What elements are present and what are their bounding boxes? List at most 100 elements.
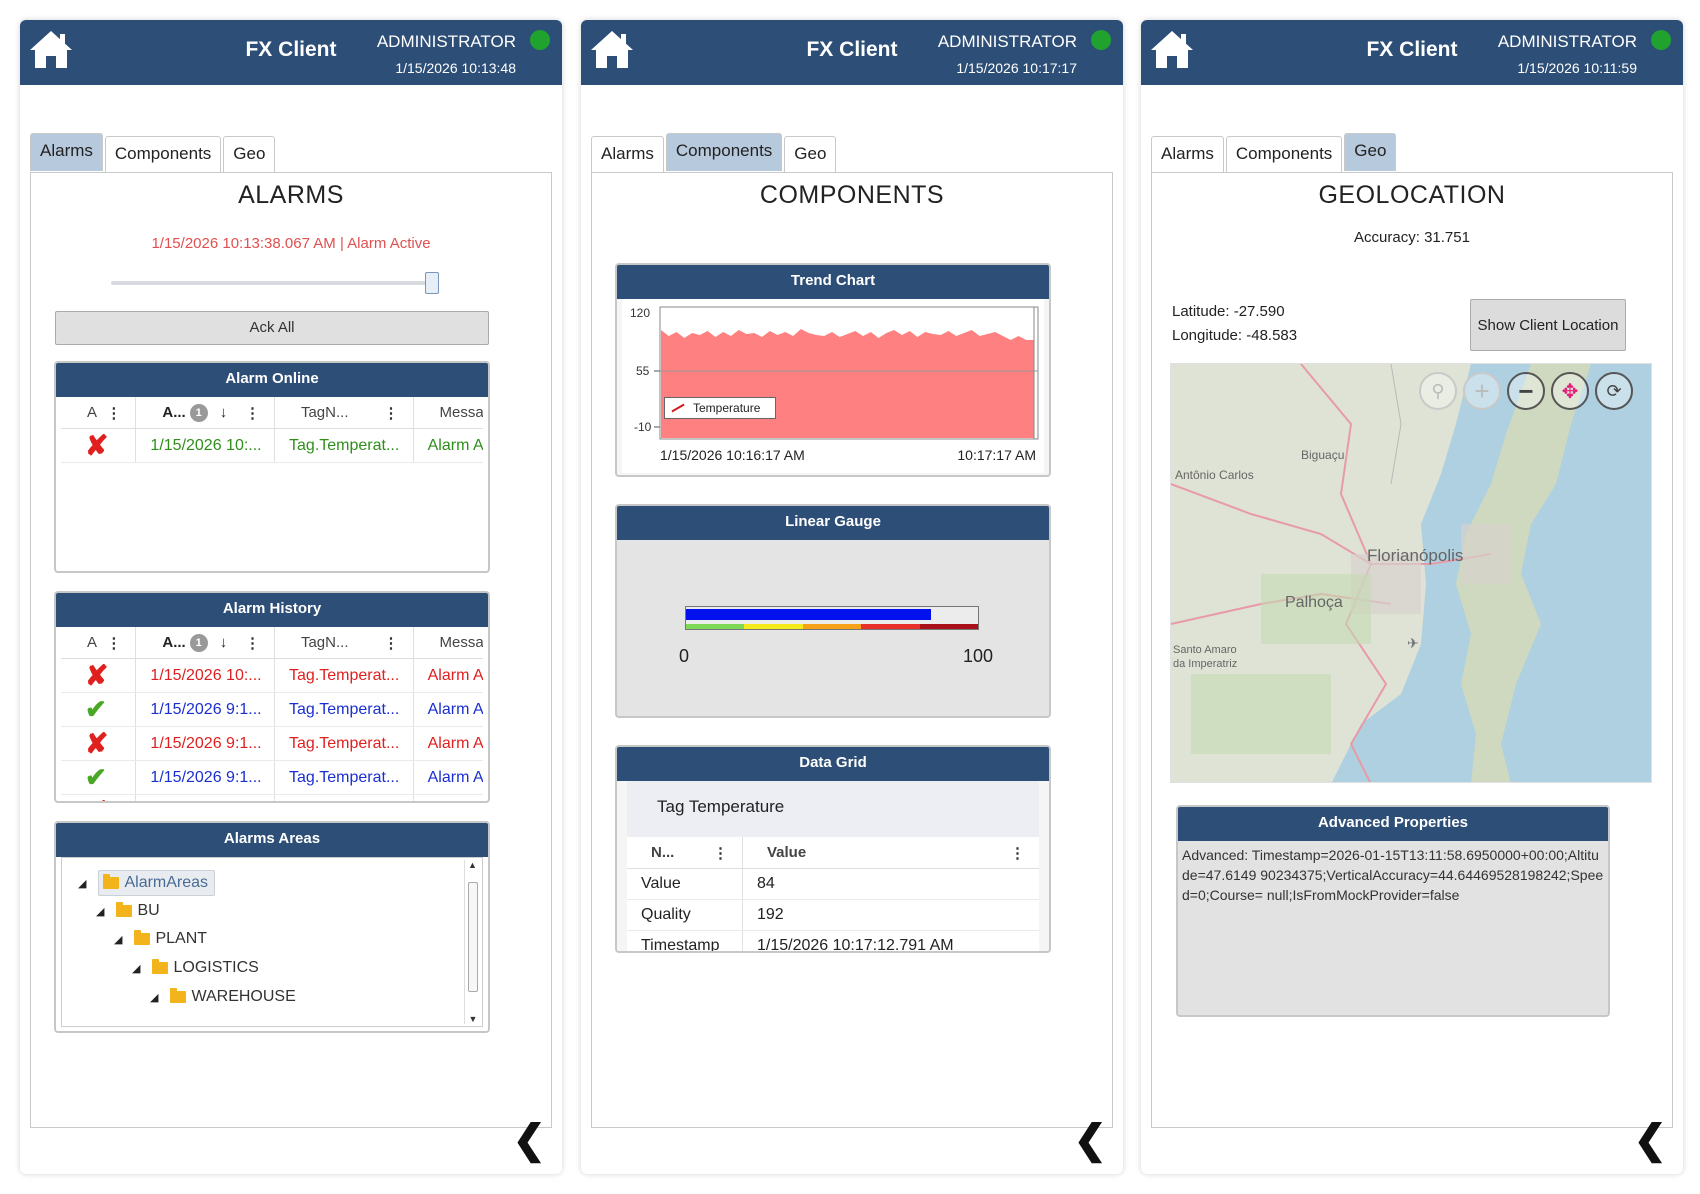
zoom-box-icon[interactable]: ⚲ [1419,372,1457,410]
col-active[interactable]: A ⋮ [61,627,137,658]
alarm-history-header: A ⋮ A... 1 ↓ ⋮ TagN... ⋮ Messa [61,627,483,659]
sort-order-badge: 1 [189,633,208,652]
trend-chart-area[interactable]: 120 55 -10 Temperature 1/15/2026 10:16:1… [622,299,1044,473]
column-menu-icon[interactable]: ⋮ [383,635,399,652]
tab-alarms[interactable]: Alarms [30,133,103,171]
table-row[interactable]: ✘ 1/15/2026 10:... Tag.Temperat... Alarm A [61,429,483,463]
reset-view-icon[interactable]: ⟳ [1595,372,1633,410]
back-chevron-icon[interactable]: ❮ [1073,1118,1107,1162]
alarm-slider-track[interactable] [111,272,440,294]
ack-all-button[interactable]: Ack All [55,311,489,345]
scrollbar-thumb[interactable] [468,882,478,992]
col-time[interactable]: A... 1 ↓ ⋮ [136,627,275,658]
expand-triangle-icon[interactable]: ◢ [78,877,87,890]
table-row[interactable]: Timestamp 1/15/2026 10:17:12.791 AM [627,931,1039,953]
tab-geo[interactable]: Geo [223,136,276,172]
alarm-normal-check-icon: ✔ [85,762,107,792]
tab-geo[interactable]: Geo [784,136,837,172]
alarm-tagname: Tag.Temperat... [275,795,414,801]
advanced-properties-panel: Advanced Properties Advanced: Timestamp=… [1176,805,1610,1017]
tree-node-logistics[interactable]: ◢ LOGISTICS [132,959,259,976]
tree-node-plant[interactable]: ◢ PLANT [114,930,208,947]
alarm-history-rows[interactable]: ✘ 1/15/2026 10:... Tag.Temperat... Alarm A ✔… [61,659,483,801]
alarm-active-x-icon: ✘ [85,727,109,759]
zoom-in-icon[interactable]: + [1463,372,1501,410]
column-menu-icon[interactable]: ⋮ [106,405,122,422]
expand-triangle-icon[interactable]: ◢ [114,933,123,946]
tab-alarms[interactable]: Alarms [1151,136,1224,172]
col-tagname[interactable]: TagN... ⋮ [275,397,414,428]
col-message[interactable]: Messa [439,404,483,421]
sort-down-arrow-icon[interactable]: ↓ [219,404,228,421]
column-menu-icon[interactable]: ⋮ [244,405,260,422]
tab-bar: Alarms Components Geo [30,133,277,172]
column-menu-icon[interactable]: ⋮ [106,635,122,652]
col-active[interactable]: A ⋮ [61,397,137,428]
page-title: GEOLOCATION [1318,181,1506,209]
expand-triangle-icon[interactable]: ◢ [96,905,105,918]
column-menu-icon[interactable]: ⋮ [713,845,728,862]
table-row[interactable]: Value 84 [627,869,1039,900]
show-client-location-button[interactable]: Show Client Location [1470,299,1626,351]
data-grid-heading: Tag Temperature [627,781,1039,837]
gauge-range-orange [802,624,862,629]
table-row[interactable]: ✘ 1/15/2026 10:... Tag.Temperat... Alarm A [61,659,483,693]
trend-legend: Temperature [664,397,776,419]
folder-icon [152,959,169,974]
data-grid-title: Data Grid [617,747,1049,781]
folder-icon [116,902,133,917]
table-row[interactable]: ✘1/15/2026 9:1...Tag.Temperat...Alarm A [61,727,483,761]
tree-scrollbar[interactable]: ▲ ▼ [464,860,480,1024]
scroll-up-arrow-icon[interactable]: ▲ [468,860,477,870]
alarm-time: 1/15/2026 10:... [136,659,276,692]
alarm-active-x-icon: ✘ [85,797,108,801]
back-chevron-icon[interactable]: ❮ [1633,1118,1667,1162]
tab-alarms[interactable]: Alarms [591,136,664,172]
expand-triangle-icon[interactable]: ◢ [150,991,159,1004]
column-menu-icon[interactable]: ⋮ [1010,845,1025,862]
table-row[interactable]: ✔ 1/15/2026 9:1... Tag.Temperat... Alarm A [61,761,483,795]
tab-components[interactable]: Components [1225,136,1343,172]
tree-node-bu[interactable]: ◢ BU [96,902,160,919]
app-title: FX Client [1366,38,1458,61]
connection-status-dot [1651,30,1671,50]
column-menu-icon[interactable]: ⋮ [383,405,399,422]
trend-chart-panel: Trend Chart 120 55 -10 Temperature [615,263,1051,477]
column-menu-icon[interactable]: ⋮ [244,635,260,652]
app-header: FX Client ADMINISTRATOR 1/15/2026 10:13:… [20,20,562,85]
table-row[interactable]: ✔ 1/15/2026 9:1... Tag.Temperat... Alarm A [61,693,483,727]
tab-bar: Alarms Components Geo [1151,133,1398,172]
zoom-out-icon[interactable]: − [1507,372,1545,410]
expand-triangle-icon[interactable]: ◢ [132,962,141,975]
alarm-slider-thumb[interactable] [425,272,440,294]
home-icon[interactable] [28,28,74,72]
col-tagname[interactable]: TagN... ⋮ [275,627,414,658]
table-row[interactable]: ✘1/15/2026 9:1...Tag.Temperat...Alarm A [61,795,483,801]
alarm-message: Alarm A [427,666,483,684]
tab-components[interactable]: Components [665,133,783,171]
tree-node-alarmareas[interactable]: ◢ AlarmAreas [78,870,216,896]
home-icon[interactable] [1149,28,1195,72]
gauge-range-green [686,624,745,629]
row-value: 84 [757,875,775,892]
col-value[interactable]: Value ⋮ [767,844,1025,862]
components-screen: FX Client ADMINISTRATOR 1/15/2026 10:17:… [581,20,1123,1174]
tab-geo[interactable]: Geo [1344,133,1397,171]
col-time[interactable]: A... 1 ↓ ⋮ [136,397,275,428]
temperature-series-area [661,329,1034,438]
pan-icon[interactable]: ✥ [1551,372,1589,410]
advanced-properties-title: Advanced Properties [1178,807,1608,841]
col-message[interactable]: Messa [439,634,483,651]
scroll-down-arrow-icon[interactable]: ▼ [468,1014,478,1024]
gauge-scale [685,606,979,630]
map-view[interactable]: ✈ Biguaçu Antônio Carlos Florianópolis P… [1170,363,1652,783]
col-name[interactable]: N... ⋮ [627,837,743,868]
map-label-palhoca: Palhoça [1285,594,1343,611]
back-chevron-icon[interactable]: ❮ [512,1118,546,1162]
table-row[interactable]: Quality 192 [627,900,1039,931]
sort-down-arrow-icon[interactable]: ↓ [219,634,228,651]
tree-node-warehouse[interactable]: ◢ WAREHOUSE [150,988,296,1005]
tab-components[interactable]: Components [104,136,222,172]
row-value: 1/15/2026 10:17:12.791 AM [757,937,954,953]
home-icon[interactable] [589,28,635,72]
